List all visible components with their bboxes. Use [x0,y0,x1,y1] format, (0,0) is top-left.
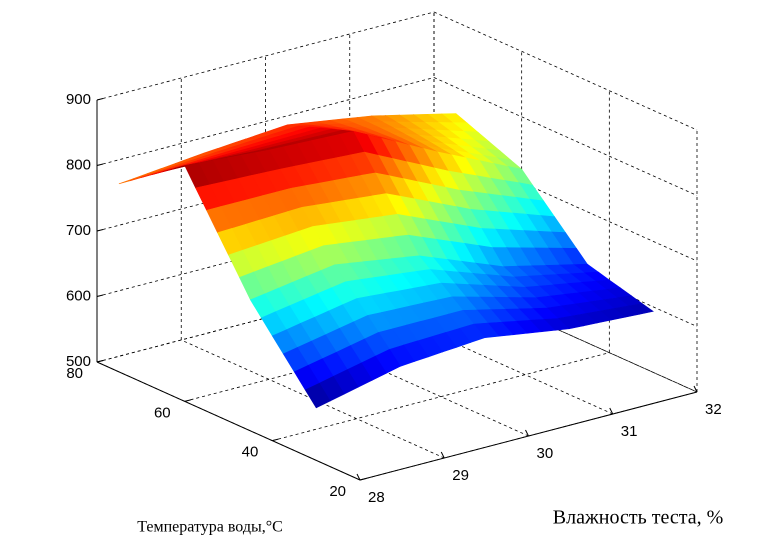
tick [96,229,104,232]
y-tick-label: 20 [329,483,346,500]
x-tick-label: 31 [621,423,638,440]
grid-line [433,77,698,196]
tick [184,399,191,402]
z-tick-label: 600 [66,287,91,304]
tick [356,473,361,481]
tick [96,163,104,166]
tick [96,360,104,363]
grid-line [272,352,610,442]
z-tick-label: 900 [66,91,91,108]
y-tick-label: 40 [242,444,259,461]
tick [359,478,367,481]
z-tick-label: 700 [66,222,91,239]
z-tick-label: 800 [66,156,91,173]
tick [693,385,698,393]
x-tick-label: 30 [537,445,554,462]
y-axis-label: Температура воды,°С [137,519,283,536]
x-tick-label: 28 [368,489,385,506]
tick [96,294,104,297]
y-tick-label: 80 [66,365,83,382]
z-tick-label: 500 [66,353,91,370]
x-tick-label: 32 [705,401,722,418]
tick [525,429,529,437]
surface-patch [304,382,331,409]
grid-line [96,77,435,166]
x-tick-label: 29 [452,467,469,484]
grid-line [96,11,435,101]
y-tick-label: 60 [154,404,171,421]
grid-line [433,11,698,131]
tick [96,98,104,101]
tick [272,438,279,442]
y-axis [96,361,361,481]
x-axis-label: Влажность теста, % [553,507,723,529]
tick [609,407,614,415]
tick [440,451,445,459]
